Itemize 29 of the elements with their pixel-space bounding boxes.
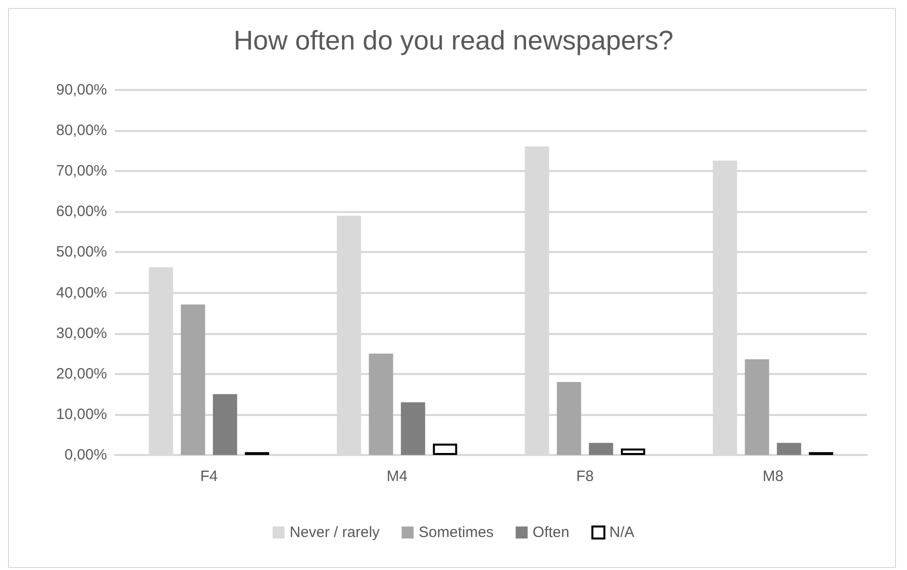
bar xyxy=(180,304,206,455)
y-tick-label: 50,00% xyxy=(56,244,107,261)
y-tick-label: 10,00% xyxy=(56,406,107,423)
bar xyxy=(588,442,614,455)
y-tick-label: 60,00% xyxy=(56,203,107,220)
chart-title: How often do you read newspapers? xyxy=(234,26,674,56)
y-tick-label: 40,00% xyxy=(56,284,107,302)
x-tick-label: F8 xyxy=(576,468,594,485)
y-tick-label: 30,00% xyxy=(56,324,107,342)
bar xyxy=(368,354,394,455)
y-tick-label: 20,00% xyxy=(56,365,107,382)
legend-label: N/A xyxy=(609,524,634,541)
bar xyxy=(744,359,770,455)
x-tick-label: M8 xyxy=(762,468,784,485)
y-tick-label: 0,00% xyxy=(64,446,107,464)
bar xyxy=(432,444,458,455)
x-tick-label: F4 xyxy=(200,468,218,485)
bar xyxy=(400,402,426,455)
y-tick-label: 90,00% xyxy=(56,82,107,98)
bar xyxy=(556,382,582,455)
bar xyxy=(620,448,646,455)
bar xyxy=(212,394,238,455)
bar xyxy=(776,442,802,455)
y-tick-label: 80,00% xyxy=(56,122,107,140)
legend-label: Never / rarely xyxy=(290,524,380,541)
y-tick-label: 70,00% xyxy=(56,162,107,180)
legend-label: Often xyxy=(532,524,570,541)
legend-label: Sometimes xyxy=(418,524,494,541)
x-tick-label: M4 xyxy=(386,468,408,485)
